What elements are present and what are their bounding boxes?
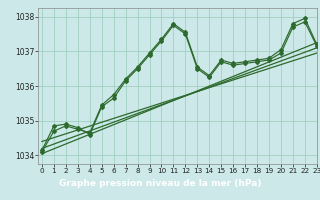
Text: Graphe pression niveau de la mer (hPa): Graphe pression niveau de la mer (hPa) (59, 180, 261, 188)
